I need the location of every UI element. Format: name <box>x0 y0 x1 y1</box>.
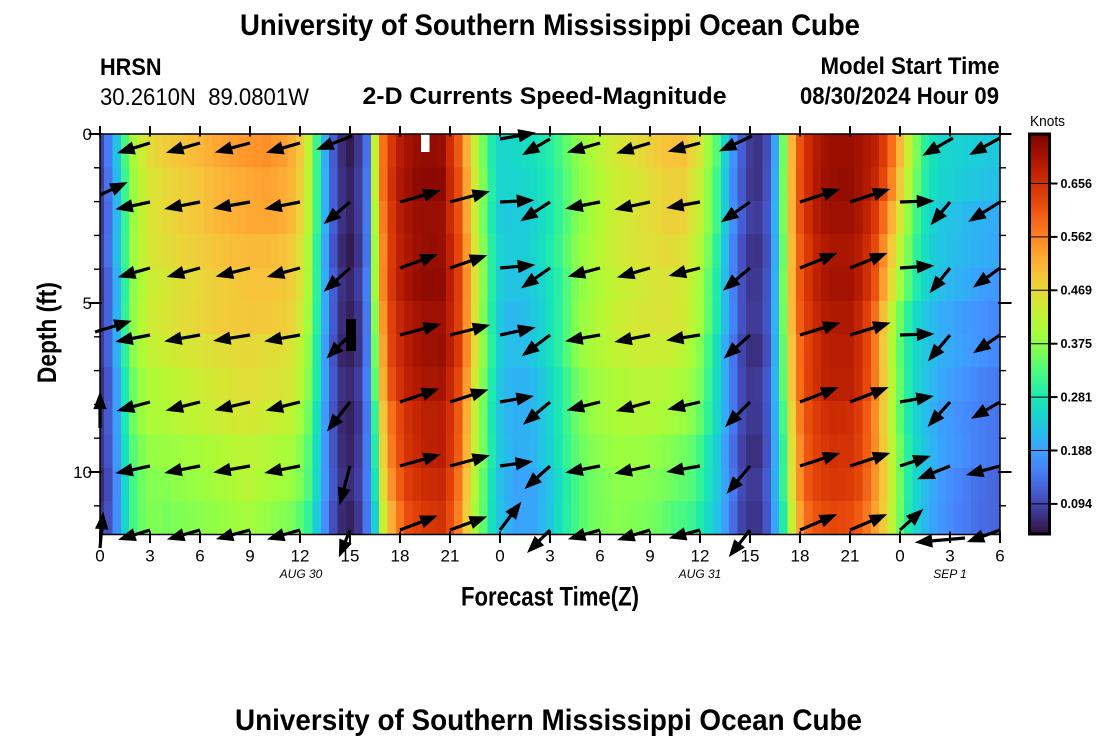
svg-text:15: 15 <box>341 547 360 566</box>
svg-text:10: 10 <box>73 463 92 482</box>
svg-text:21: 21 <box>841 547 860 566</box>
svg-text:Depth (ft): Depth (ft) <box>32 282 62 383</box>
svg-text:0.281: 0.281 <box>1061 390 1093 404</box>
svg-text:SEP 1: SEP 1 <box>933 567 967 581</box>
svg-text:0: 0 <box>95 547 104 566</box>
svg-text:0.469: 0.469 <box>1061 284 1093 298</box>
svg-text:6: 6 <box>995 547 1004 566</box>
svg-text:9: 9 <box>245 547 254 566</box>
svg-text:6: 6 <box>195 547 204 566</box>
svg-text:0.188: 0.188 <box>1061 444 1093 458</box>
svg-text:Model Start Time: Model Start Time <box>821 53 1000 80</box>
svg-text:3: 3 <box>145 547 154 566</box>
svg-text:University of Southern Mississ: University of Southern Mississippi Ocean… <box>235 704 862 737</box>
svg-text:University of Southern Mississ: University of Southern Mississippi Ocean… <box>240 9 860 42</box>
svg-text:0.375: 0.375 <box>1061 337 1093 351</box>
svg-text:0.562: 0.562 <box>1061 230 1093 244</box>
svg-text:6: 6 <box>595 547 604 566</box>
svg-text:12: 12 <box>291 547 310 566</box>
svg-text:12: 12 <box>691 547 710 566</box>
svg-text:18: 18 <box>791 547 810 566</box>
svg-text:0: 0 <box>895 547 904 566</box>
svg-text:AUG 30: AUG 30 <box>279 567 323 581</box>
svg-text:08/30/2024 Hour 09: 08/30/2024 Hour 09 <box>800 83 999 110</box>
svg-text:18: 18 <box>391 547 410 566</box>
svg-text:HRSN: HRSN <box>100 54 162 81</box>
svg-text:30.2610N 89.0801W: 30.2610N 89.0801W <box>100 84 309 111</box>
svg-text:0.656: 0.656 <box>1061 177 1093 191</box>
svg-text:15: 15 <box>741 547 760 566</box>
svg-text:3: 3 <box>945 547 954 566</box>
svg-text:Knots: Knots <box>1030 113 1065 130</box>
svg-text:21: 21 <box>441 547 460 566</box>
svg-text:Forecast Time(Z): Forecast Time(Z) <box>461 581 639 611</box>
svg-text:0: 0 <box>495 547 504 566</box>
svg-text:0.094: 0.094 <box>1061 497 1093 511</box>
svg-text:9: 9 <box>645 547 654 566</box>
svg-text:2-D Currents Speed-Magnitude: 2-D Currents Speed-Magnitude <box>363 83 727 110</box>
svg-text:AUG 31: AUG 31 <box>678 567 722 581</box>
svg-text:5: 5 <box>83 294 92 313</box>
svg-text:0: 0 <box>83 125 92 144</box>
svg-text:3: 3 <box>545 547 554 566</box>
